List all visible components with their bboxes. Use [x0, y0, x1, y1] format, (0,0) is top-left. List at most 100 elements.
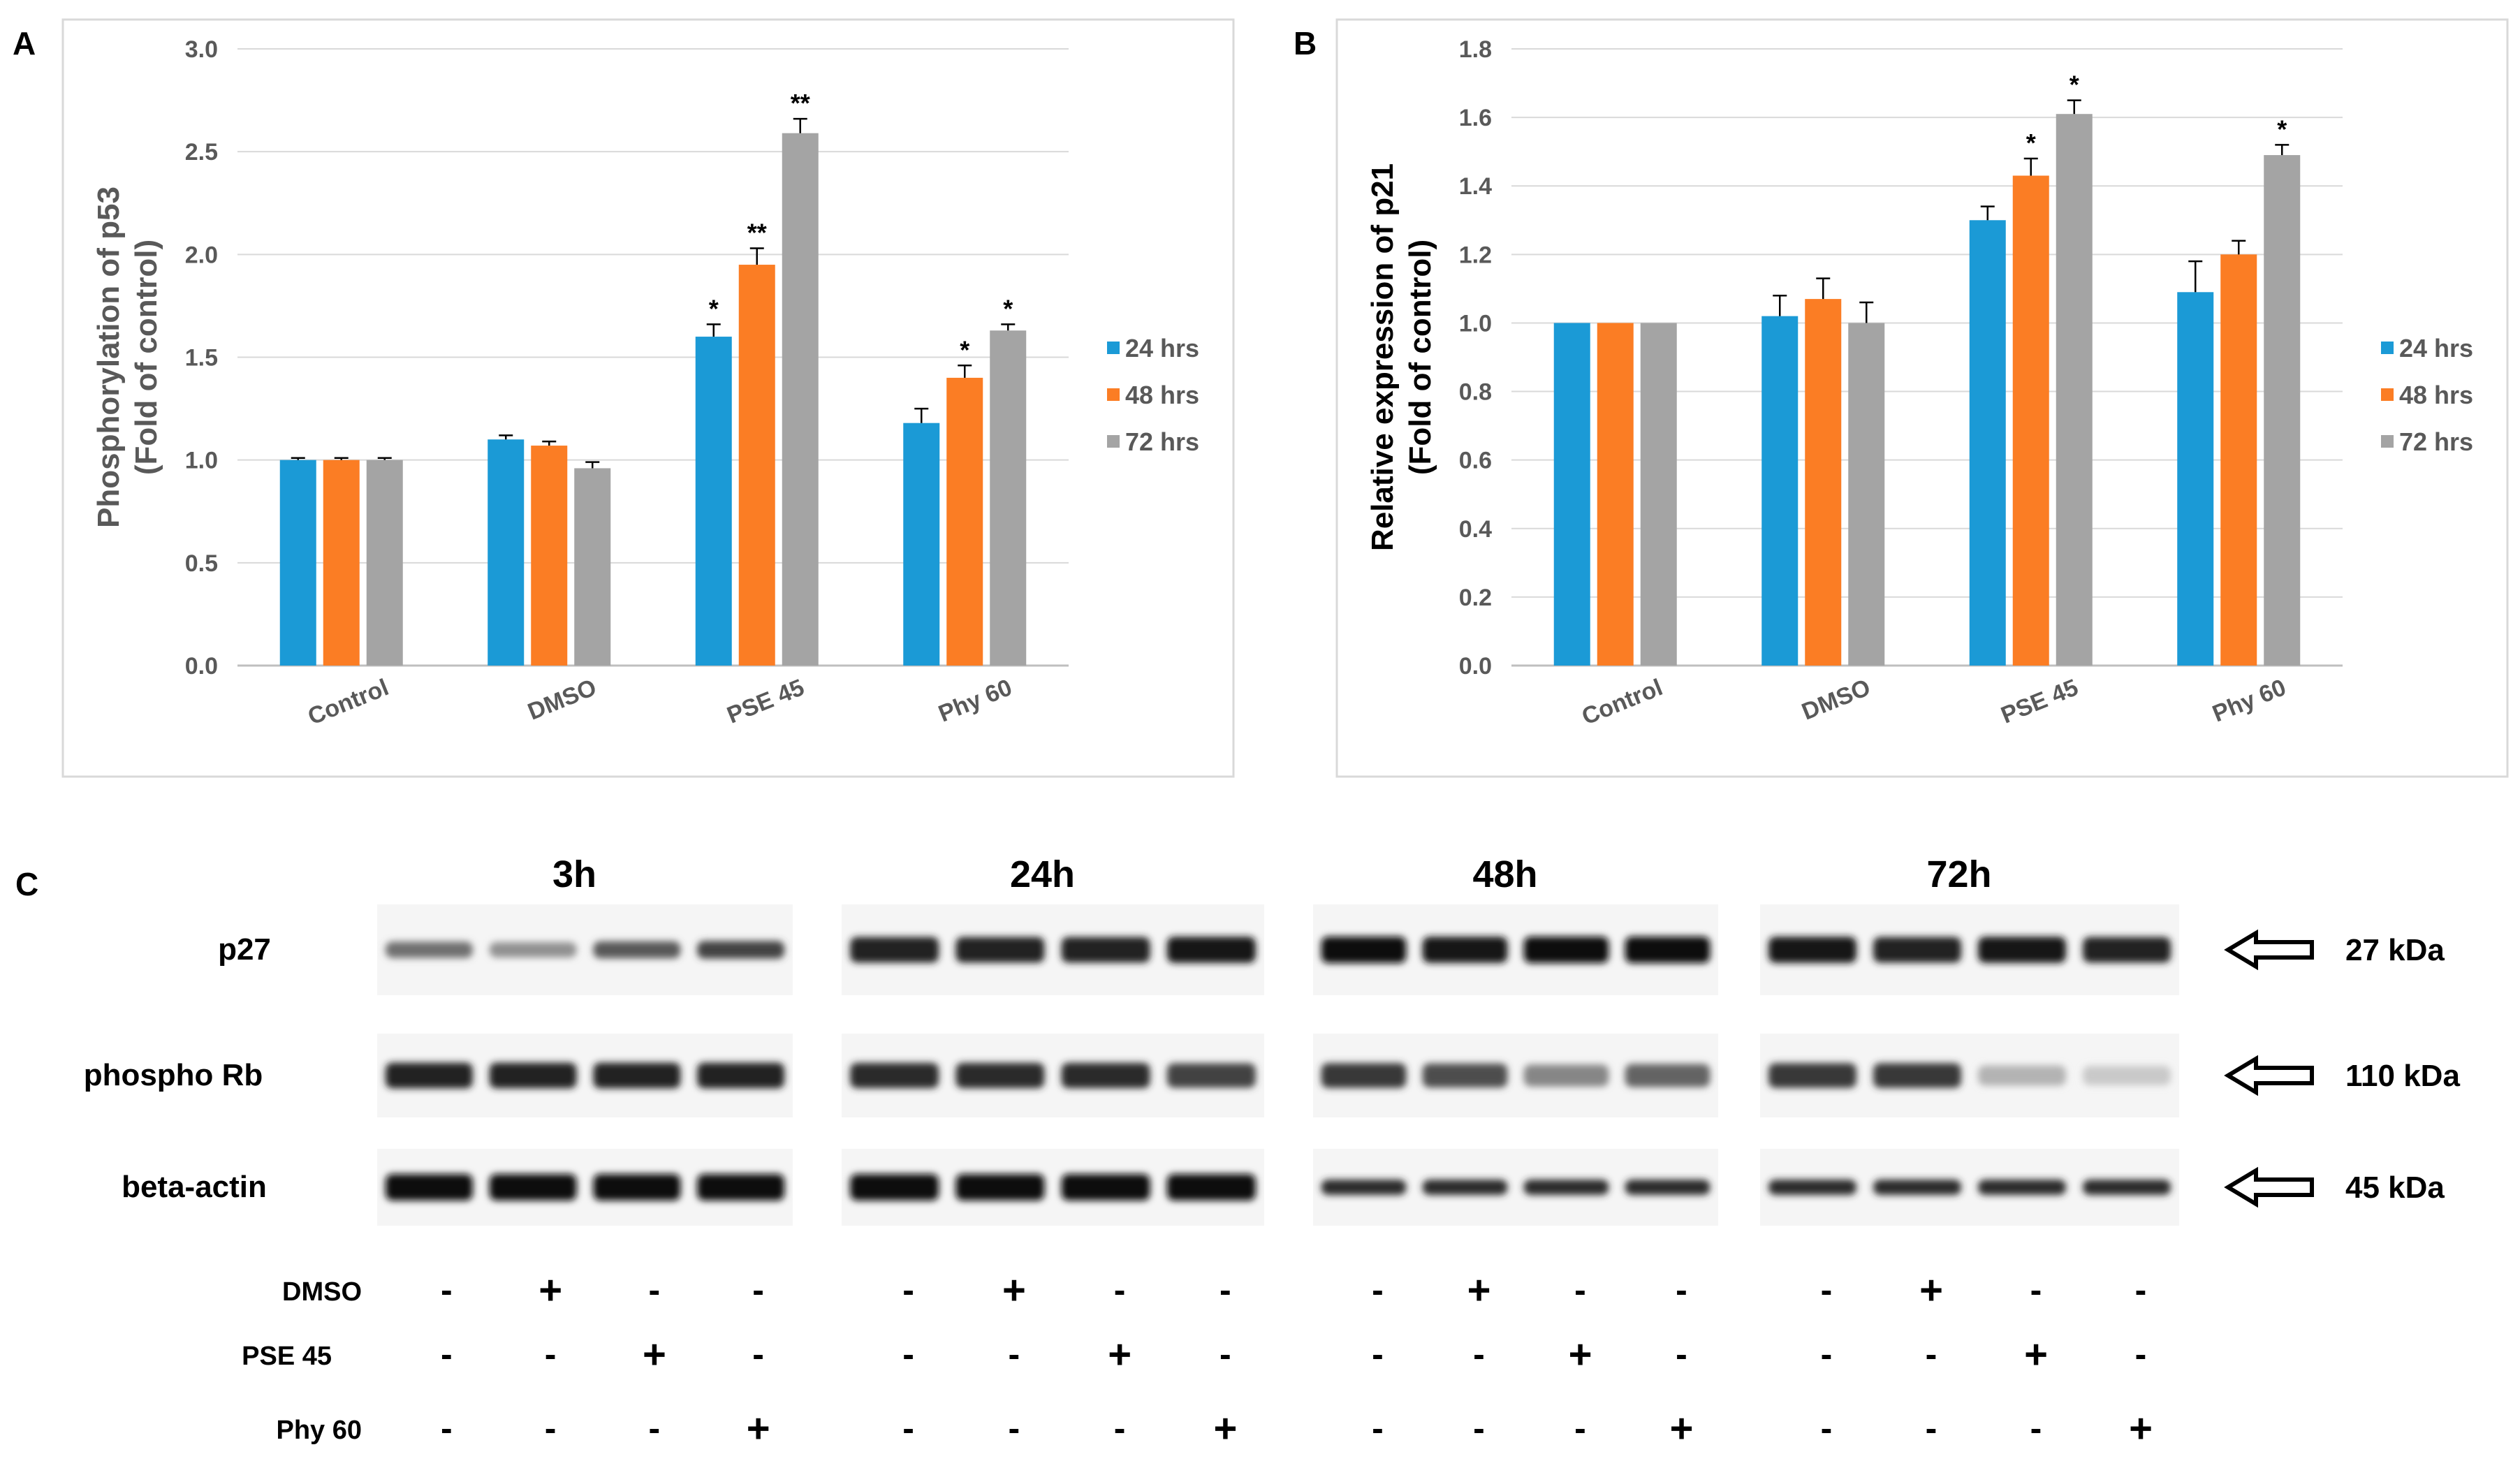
blot-band — [385, 941, 473, 958]
y-tick-label: 3.0 — [185, 36, 218, 63]
blot-band — [1061, 1174, 1150, 1201]
panel-b-label: B — [1294, 25, 1317, 61]
bar-72-hrs-Phy-60 — [2264, 155, 2301, 666]
x-tick-label: Control — [304, 674, 392, 731]
y-tick-label: 0.4 — [1459, 516, 1492, 543]
legend-label: 24 hrs — [1125, 334, 1199, 362]
bar-24-hrs-DMSO — [488, 439, 525, 666]
kda-label: 27 kDa — [2345, 933, 2445, 967]
plus-sign: + — [1213, 1406, 1237, 1451]
blot-band — [1625, 1064, 1710, 1087]
blot-band — [489, 1174, 577, 1201]
y-tick-label: 1.6 — [1459, 105, 1492, 131]
arrow-left-icon — [2224, 1055, 2314, 1096]
bar-48-hrs-Control — [1597, 323, 1634, 666]
y-tick-label: 0.6 — [1459, 448, 1492, 474]
significance-marker: * — [2277, 115, 2287, 143]
legend-swatch — [2381, 342, 2394, 354]
significance-marker: * — [2070, 71, 2079, 99]
plus-sign: + — [1002, 1268, 1026, 1313]
x-tick-label: PSE 45 — [724, 674, 808, 728]
blot-band — [1873, 937, 1961, 963]
minus-sign: - — [1821, 1409, 1833, 1448]
blot-band — [1422, 1063, 1508, 1088]
legend-swatch — [1107, 342, 1120, 354]
blot-band — [385, 1174, 473, 1201]
bar-24-hrs-Control — [1553, 323, 1590, 666]
legend-label: 24 hrs — [2399, 334, 2473, 362]
western-blot: 3h 24h 48h 72h p27 27 kDa phospho Rb 110 kDa bet… — [84, 853, 2461, 1451]
blot-band — [850, 1062, 939, 1089]
minus-sign: - — [2135, 1335, 2147, 1374]
y-tick-label: 1.2 — [1459, 242, 1492, 268]
blot-band — [1321, 937, 1407, 963]
bar-48-hrs-PSE-45 — [738, 265, 775, 666]
minus-sign: - — [1219, 1335, 1231, 1374]
bar-24-hrs-DMSO — [1761, 316, 1799, 666]
y-tick-label: 0.2 — [1459, 585, 1492, 611]
y-tick-label: 0.0 — [185, 653, 218, 680]
minus-sign: - — [1372, 1335, 1384, 1374]
y-tick-label: 2.5 — [185, 139, 218, 166]
minus-sign: - — [1372, 1270, 1384, 1309]
panel-b-frame — [1335, 18, 2509, 778]
blot-band — [489, 1062, 577, 1089]
blot-band — [1768, 1063, 1856, 1088]
bar-48-hrs-Phy-60 — [946, 377, 983, 666]
y-axis-label: Relative expression of p21 — [1365, 163, 1400, 551]
y-tick-label: 0.5 — [185, 550, 218, 577]
plus-sign: + — [1670, 1406, 1694, 1451]
blot-band — [1625, 937, 1710, 963]
legend-swatch — [2381, 435, 2394, 448]
blot-band — [1768, 1180, 1856, 1195]
legend-swatch — [1107, 435, 1120, 448]
significance-marker: * — [1003, 294, 1013, 323]
bar-72-hrs-Control — [366, 460, 403, 666]
minus-sign: - — [752, 1270, 764, 1309]
blot-band — [955, 1062, 1045, 1089]
bar-48-hrs-Control — [323, 460, 360, 666]
blot-band — [2083, 1066, 2171, 1085]
minus-sign: - — [1114, 1409, 1126, 1448]
bar-72-hrs-Phy-60 — [990, 330, 1027, 666]
x-tick-label: Control — [1578, 674, 1666, 731]
minus-sign: - — [441, 1335, 453, 1374]
x-tick-label: DMSO — [1798, 674, 1874, 725]
minus-sign: - — [902, 1335, 914, 1374]
bar-24-hrs-PSE-45 — [1969, 220, 2006, 666]
chart-a: 0.0 0.5 1.0 1.5 2.0 2.5 3.0 Phosphorylation of … — [91, 36, 1199, 731]
bar-48-hrs-DMSO — [531, 446, 568, 666]
blot-band — [1625, 1180, 1710, 1195]
minus-sign: - — [545, 1409, 557, 1448]
y-axis-label: (Fold of control) — [1403, 240, 1437, 475]
panel-a-label: A — [13, 25, 36, 61]
panel-a-frame — [61, 18, 1235, 778]
blot-band — [1523, 1180, 1609, 1195]
bar-48-hrs-Phy-60 — [2220, 254, 2257, 666]
blot-band — [1321, 1180, 1407, 1195]
treatment-label: PSE 45 — [242, 1342, 332, 1371]
minus-sign: - — [2135, 1270, 2147, 1309]
blot-band — [1978, 1180, 2066, 1195]
timepoint-label: 24h — [1010, 853, 1075, 895]
minus-sign: - — [2030, 1409, 2042, 1448]
minus-sign: - — [1114, 1270, 1126, 1309]
plus-sign: + — [747, 1406, 770, 1451]
y-tick-label: 1.4 — [1459, 173, 1492, 200]
blot-band — [1523, 1064, 1609, 1087]
blot-band — [1166, 1174, 1256, 1201]
legend-label: 72 hrs — [2399, 427, 2473, 456]
blot-band — [1321, 1063, 1407, 1088]
minus-sign: - — [1372, 1409, 1384, 1448]
y-tick-label: 1.0 — [185, 448, 218, 474]
minus-sign: - — [1009, 1335, 1020, 1374]
blot-band — [955, 1174, 1045, 1201]
treatment-label: Phy 60 — [276, 1416, 362, 1445]
legend-label: 48 hrs — [2399, 381, 2473, 409]
blot-band — [1873, 1063, 1961, 1088]
significance-marker: * — [709, 294, 719, 323]
protein-label: p27 — [218, 932, 271, 967]
blot-band — [955, 937, 1045, 963]
minus-sign: - — [1473, 1335, 1485, 1374]
minus-sign: - — [1009, 1409, 1020, 1448]
